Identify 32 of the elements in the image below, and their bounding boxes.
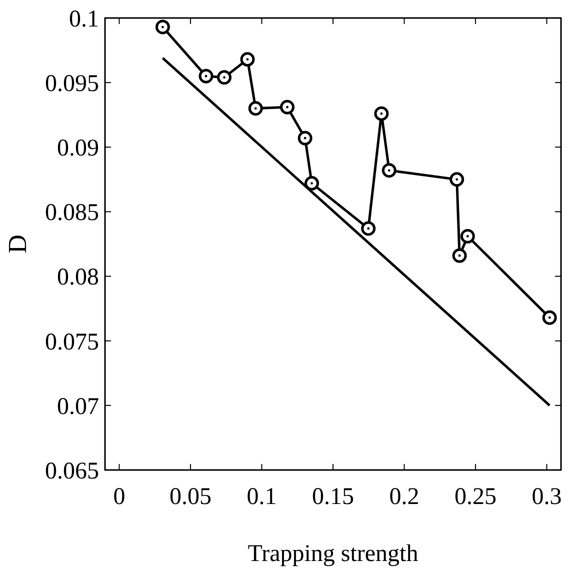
point <box>361 221 376 236</box>
y-tick-label: 0.1 <box>69 6 99 32</box>
point <box>304 176 320 191</box>
point <box>240 52 255 67</box>
y-tick-label: 0.095 <box>45 70 99 97</box>
point <box>460 229 475 244</box>
point <box>217 70 232 85</box>
point <box>382 163 396 178</box>
x-axis-title: Trapping strength <box>248 541 418 567</box>
x-tick-label: 0.05 <box>170 484 212 510</box>
y-tick-label: 0.09 <box>57 136 99 162</box>
point <box>542 310 557 325</box>
y-axis-title: D <box>3 234 32 254</box>
x-tick-label: 0 <box>113 484 126 510</box>
point <box>248 101 263 116</box>
point <box>198 68 214 84</box>
y-tick-label: 0.075 <box>45 329 99 356</box>
y-tick-label: 0.065 <box>45 458 99 484</box>
point <box>374 106 389 121</box>
point <box>298 130 312 146</box>
point <box>280 100 295 114</box>
x-tick-label: 0.1 <box>246 484 277 510</box>
x-tick-label: 0.15 <box>312 484 354 510</box>
x-tick-label: 0.25 <box>454 484 496 510</box>
point <box>452 248 467 263</box>
point <box>155 20 170 34</box>
x-tick-label: 0.3 <box>532 484 562 510</box>
point <box>450 172 464 187</box>
x-tick-label: 0.2 <box>389 484 420 510</box>
y-tick-label: 0.085 <box>45 200 99 226</box>
y-tick-label: 0.07 <box>57 394 99 420</box>
y-tick-label: 0.08 <box>57 264 99 291</box>
